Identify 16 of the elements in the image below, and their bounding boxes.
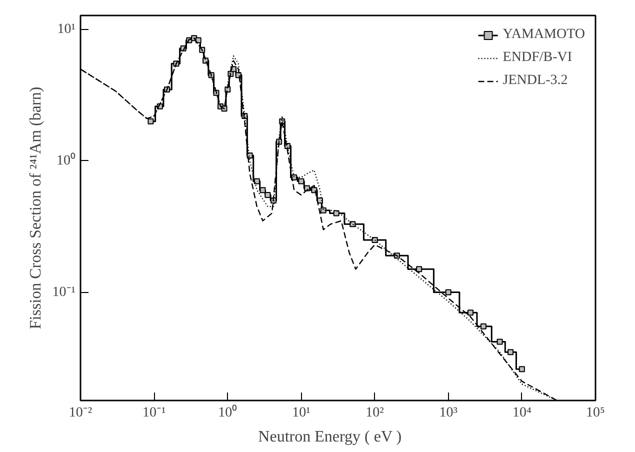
x-tick-label: 10⁻² <box>68 406 92 420</box>
legend-label: ENDF/B-VI <box>502 50 572 66</box>
x-axis-title: Neutron Energy ( eV ) <box>258 428 402 446</box>
x-tick-label: 10⁴ <box>512 406 532 420</box>
y-tick-label: 10¹ <box>57 22 76 38</box>
x-tick-label: 10⁻¹ <box>142 406 166 420</box>
legend-label: JENDL-3.2 <box>502 73 568 89</box>
y-tick-label: 10⁰ <box>56 152 76 168</box>
x-tick-label: 10³ <box>439 406 458 420</box>
x-tick-label: 10¹ <box>292 406 310 420</box>
x-tick-label: 10² <box>366 406 384 420</box>
y-axis-title: Fission Cross Section of ²⁴¹Am (barn) <box>27 86 44 330</box>
legend-label: YAMAMOTO <box>502 27 585 43</box>
x-tick-label: 10⁰ <box>218 404 238 420</box>
x-tick-label: 10⁵ <box>586 406 606 420</box>
y-tick-label: 10⁻¹ <box>52 284 76 300</box>
